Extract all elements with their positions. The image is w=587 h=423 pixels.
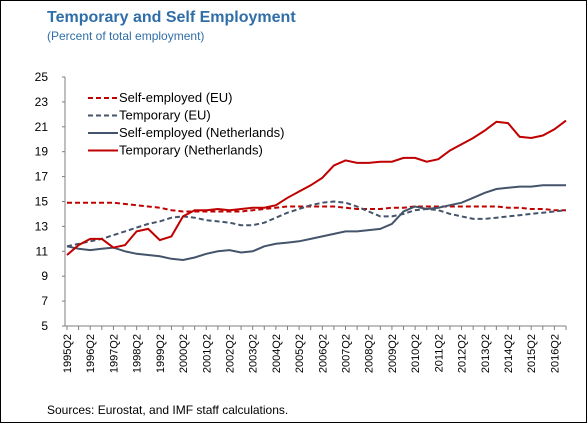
legend-label: Temporary (EU) [119,108,211,123]
x-tick-label: 2001Q2 [201,334,213,373]
y-tick-label: 25 [35,70,49,84]
legend-label: Temporary (Netherlands) [119,143,263,158]
x-tick-label: 2011Q2 [433,334,445,372]
x-tick-label: 1999Q2 [155,334,167,373]
x-tick-label: 2015Q2 [526,334,538,373]
x-tick-label: 2010Q2 [410,334,422,373]
chart-subtitle: (Percent of total employment) [47,29,204,43]
y-tick-label: 19 [35,145,49,159]
x-tick-label: 2007Q2 [341,334,353,373]
x-tick-label: 2003Q2 [248,334,260,373]
source-note: Sources: Eurostat, and IMF staff calcula… [47,403,288,417]
y-tick-label: 7 [41,294,48,308]
x-tick-label: 2009Q2 [387,334,399,373]
series-line [67,201,566,213]
y-tick-label: 13 [35,219,49,233]
y-tick-label: 9 [41,269,48,283]
x-tick-label: 1995Q2 [62,334,74,373]
y-tick-label: 21 [35,120,49,134]
x-tick-label: 2014Q2 [503,334,515,373]
x-tick-label: 2016Q2 [549,334,561,373]
x-tick-label: 1996Q2 [85,334,97,373]
y-tick-label: 5 [41,319,48,333]
x-tick-label: 2013Q2 [480,334,492,373]
x-tick-label: 1998Q2 [132,334,144,373]
y-tick-label: 23 [35,95,49,109]
x-tick-label: 2012Q2 [457,334,469,373]
series-line [66,119,567,256]
x-tick-label: 1997Q2 [108,334,120,373]
x-tick-label: 2008Q2 [364,334,376,373]
legend-label: Self-employed (Netherlands) [119,125,284,140]
y-tick-label: 11 [36,244,49,258]
x-tick-label: 2000Q2 [178,334,190,373]
y-tick-label: 17 [35,170,49,184]
series-line [66,200,567,248]
legend-label: Self-employed (EU) [119,90,232,105]
y-tick-label: 15 [35,195,49,209]
x-tick-label: 2004Q2 [271,334,283,373]
x-tick-label: 2002Q2 [224,334,236,373]
series-line [66,184,566,262]
chart-title: Temporary and Self Employment [47,9,296,26]
x-tick-label: 2005Q2 [294,334,306,373]
x-tick-label: 2006Q2 [317,334,329,373]
